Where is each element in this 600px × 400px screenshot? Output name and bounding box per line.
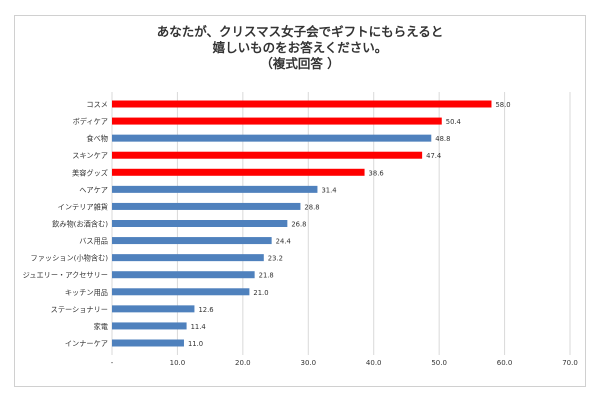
- category-label: インナーケア: [65, 339, 108, 348]
- category-label: 家電: [94, 322, 108, 331]
- x-tick-label: 30.0: [300, 359, 316, 367]
- category-label: スキンケア: [72, 151, 108, 160]
- bar: [112, 117, 442, 125]
- value-label: 31.4: [321, 186, 336, 194]
- category-label: キッチン用品: [65, 288, 108, 297]
- value-label: 58.0: [495, 101, 510, 109]
- bar-chart: - 10.0 20.0 30.0 40.0 50.0 60.0 70.0 コスメ 58.0 ボディケ…: [23, 92, 578, 367]
- value-label: 23.2: [268, 255, 283, 263]
- chart-title-line-1: あなたが、クリスマス女子会でギフトにもらえると: [156, 24, 444, 39]
- value-label: 26.8: [291, 221, 306, 229]
- category-label: ステーショナリー: [51, 305, 108, 314]
- category-label: インテリア雑貨: [58, 202, 108, 211]
- bar: [112, 220, 288, 227]
- bar: [112, 100, 492, 108]
- chart-title: あなたが、クリスマス女子会でギフトにもらえると 嬉しいものをお答えください。 （…: [15, 24, 585, 72]
- x-tick-label: 20.0: [235, 359, 251, 367]
- bar: [112, 322, 187, 330]
- x-tick-label: -: [111, 359, 114, 367]
- bar: [112, 151, 423, 159]
- value-label: 21.0: [253, 289, 268, 297]
- bar: [112, 134, 432, 142]
- bar: [112, 168, 365, 176]
- category-label: 食べ物: [86, 134, 108, 143]
- category-label: ファッション(小物含む): [31, 254, 109, 263]
- category-label: 飲み物(お酒含む): [52, 220, 108, 229]
- bar: [112, 254, 264, 262]
- value-label: 50.4: [446, 118, 461, 126]
- value-label: 11.0: [188, 340, 203, 348]
- x-tick-label: 70.0: [562, 359, 578, 367]
- x-tick-label: 60.0: [497, 359, 513, 367]
- bar: [112, 305, 195, 313]
- value-label: 48.8: [435, 135, 450, 143]
- x-tick-label: 50.0: [431, 359, 447, 367]
- value-label: 21.8: [259, 272, 274, 280]
- category-label: 美容グッズ: [72, 168, 108, 177]
- category-label: バス用品: [79, 237, 108, 246]
- value-label: 11.4: [191, 323, 206, 331]
- chart-frame: あなたが、クリスマス女子会でギフトにもらえると 嬉しいものをお答えください。 （…: [14, 15, 586, 387]
- bar: [112, 271, 255, 279]
- x-tick-label: 10.0: [170, 359, 186, 367]
- value-label: 24.4: [276, 238, 291, 246]
- bar: [112, 288, 250, 296]
- category-label: ボディケア: [73, 117, 108, 126]
- chart-title-line-2: 嬉しいものをお答えください。: [212, 40, 388, 55]
- category-label: ジュエリー・アクセサリー: [23, 271, 108, 280]
- value-label: 12.6: [198, 306, 213, 314]
- value-label: 28.8: [304, 203, 319, 211]
- value-label: 38.6: [369, 169, 384, 177]
- bar: [112, 339, 184, 347]
- bar: [112, 202, 301, 210]
- value-label: 47.4: [426, 152, 441, 160]
- bar: [112, 185, 318, 193]
- bar: [112, 237, 272, 245]
- category-label: コスメ: [86, 100, 108, 109]
- chart-title-line-3: （複式回答 ）: [260, 56, 340, 71]
- category-label: ヘアケア: [79, 185, 108, 194]
- x-tick-label: 40.0: [366, 359, 382, 367]
